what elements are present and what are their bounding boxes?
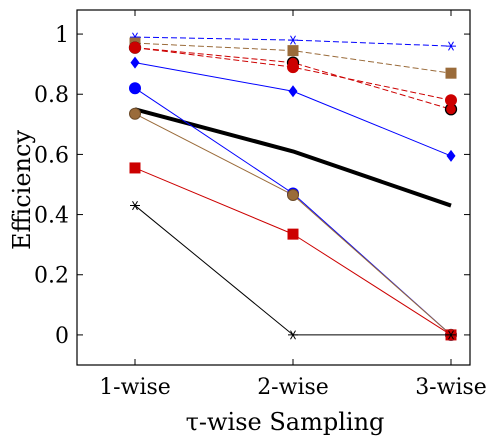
y-tick-label: 0.4 xyxy=(34,204,69,229)
axes-layer: 0 0.2 0.4 0.6 0.8 1 1-wise 2-wise 3-wise xyxy=(34,10,487,400)
x-tick-label: 1-wise xyxy=(99,375,171,400)
series-layer xyxy=(128,32,458,341)
data-point xyxy=(445,67,457,79)
series-line xyxy=(134,62,452,157)
series-line xyxy=(134,47,452,101)
data-point xyxy=(130,200,140,211)
series-line xyxy=(134,113,452,336)
y-tick-label: 0.6 xyxy=(34,143,69,168)
data-point xyxy=(288,85,298,98)
data-point xyxy=(445,94,457,107)
series-4 xyxy=(129,41,457,107)
data-point xyxy=(446,330,456,340)
x-tick-label: 2-wise xyxy=(257,375,329,400)
plot-frame xyxy=(76,9,471,366)
y-axis-label: Efficiency xyxy=(8,130,36,250)
data-point xyxy=(446,41,456,51)
data-point xyxy=(129,162,141,174)
data-point xyxy=(287,228,299,240)
y-tick-label: 0.8 xyxy=(34,83,69,108)
data-point xyxy=(129,41,141,54)
y-tick-label: 0 xyxy=(55,324,69,349)
x-axis-label: τ-wise Sampling xyxy=(186,408,385,436)
data-point xyxy=(446,149,456,162)
plot-area xyxy=(76,9,471,366)
series-8 xyxy=(129,107,457,341)
data-point xyxy=(130,56,140,69)
data-point xyxy=(287,45,299,57)
series-10 xyxy=(130,200,456,340)
series-line xyxy=(134,205,451,336)
series-line xyxy=(134,36,452,47)
y-tick-label: 1 xyxy=(55,23,69,48)
series-5 xyxy=(130,56,456,162)
data-point xyxy=(129,82,141,95)
y-tick-label: 0.2 xyxy=(34,264,69,289)
data-point xyxy=(287,61,299,74)
data-point xyxy=(288,35,298,45)
data-point xyxy=(288,330,298,340)
data-point xyxy=(129,107,141,120)
series-1 xyxy=(130,32,456,51)
x-tick-label: 3-wise xyxy=(415,375,487,400)
data-point xyxy=(287,189,299,202)
series-line xyxy=(134,87,452,336)
